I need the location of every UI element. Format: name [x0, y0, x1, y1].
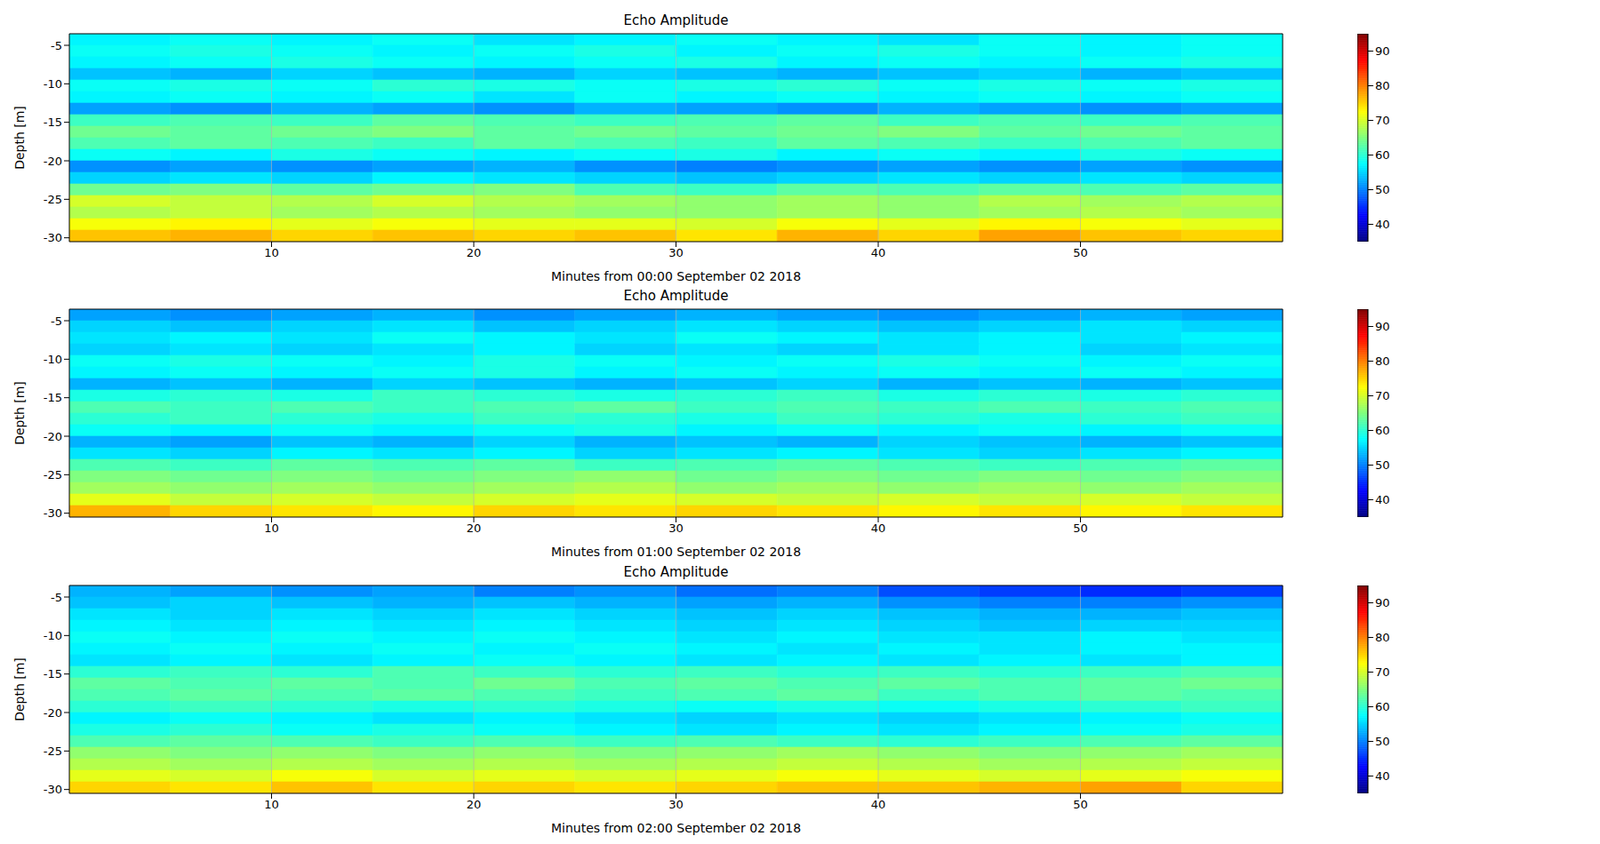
- svg-text:-20: -20: [43, 154, 63, 168]
- svg-text:30: 30: [668, 521, 684, 536]
- svg-text:-30: -30: [43, 231, 63, 245]
- svg-text:20: 20: [466, 246, 482, 260]
- svg-text:-5: -5: [50, 591, 63, 605]
- svg-text:50: 50: [1072, 521, 1088, 536]
- svg-text:-10: -10: [43, 352, 63, 367]
- svg-text:-15: -15: [43, 391, 63, 405]
- svg-text:-15: -15: [43, 115, 63, 129]
- svg-text:40: 40: [1375, 493, 1391, 507]
- svg-text:10: 10: [264, 246, 280, 260]
- svg-text:70: 70: [1375, 389, 1391, 403]
- svg-text:Depth [m]: Depth [m]: [12, 381, 27, 446]
- svg-text:70: 70: [1375, 113, 1391, 128]
- svg-text:60: 60: [1375, 424, 1391, 438]
- svg-text:40: 40: [871, 798, 887, 812]
- svg-text:50: 50: [1072, 246, 1088, 260]
- svg-text:Depth [m]: Depth [m]: [12, 105, 27, 170]
- html-text:Echo Amplitude: Echo Amplitude: [623, 288, 729, 304]
- svg-text:30: 30: [668, 798, 684, 812]
- svg-text:60: 60: [1375, 148, 1391, 162]
- svg-text:80: 80: [1375, 631, 1391, 645]
- svg-text:50: 50: [1375, 458, 1391, 472]
- svg-text:40: 40: [1375, 769, 1391, 784]
- svg-text:-30: -30: [43, 506, 63, 520]
- svg-text:-25: -25: [43, 744, 63, 759]
- svg-text:90: 90: [1375, 596, 1391, 610]
- svg-text:-30: -30: [43, 783, 63, 797]
- svg-text:50: 50: [1375, 183, 1391, 197]
- svg-text:-20: -20: [43, 430, 63, 444]
- svg-text:-10: -10: [43, 77, 63, 91]
- svg-text:80: 80: [1375, 354, 1391, 368]
- svg-text:30: 30: [668, 246, 684, 260]
- svg-text:40: 40: [871, 246, 887, 260]
- svg-text:-5: -5: [50, 314, 63, 328]
- svg-text:60: 60: [1375, 700, 1391, 714]
- svg-text:Minutes from 02:00 September 0: Minutes from 02:00 September 02 2018: [551, 821, 801, 836]
- svg-text:40: 40: [1375, 217, 1391, 232]
- svg-text:50: 50: [1072, 798, 1088, 812]
- svg-text:-5: -5: [50, 39, 63, 53]
- svg-text:90: 90: [1375, 44, 1391, 58]
- svg-text:20: 20: [466, 798, 482, 812]
- html-text:Echo Amplitude: Echo Amplitude: [623, 564, 729, 581]
- svg-text:-25: -25: [43, 468, 63, 482]
- svg-text:40: 40: [871, 521, 887, 536]
- svg-text:80: 80: [1375, 79, 1391, 93]
- svg-text:Minutes from 00:00 September 0: Minutes from 00:00 September 02 2018: [551, 269, 801, 284]
- svg-text:Depth [m]: Depth [m]: [12, 657, 27, 722]
- svg-text:50: 50: [1375, 735, 1391, 749]
- svg-text:-25: -25: [43, 192, 63, 207]
- svg-text:Minutes from 01:00 September 0: Minutes from 01:00 September 02 2018: [551, 544, 801, 560]
- svg-text:20: 20: [466, 521, 482, 536]
- svg-text:-20: -20: [43, 706, 63, 720]
- svg-text:90: 90: [1375, 320, 1391, 334]
- svg-text:-10: -10: [43, 629, 63, 643]
- html-text:Echo Amplitude: Echo Amplitude: [623, 12, 729, 29]
- svg-text:10: 10: [264, 798, 280, 812]
- svg-text:10: 10: [264, 521, 280, 536]
- svg-text:70: 70: [1375, 665, 1391, 680]
- svg-text:-15: -15: [43, 667, 63, 681]
